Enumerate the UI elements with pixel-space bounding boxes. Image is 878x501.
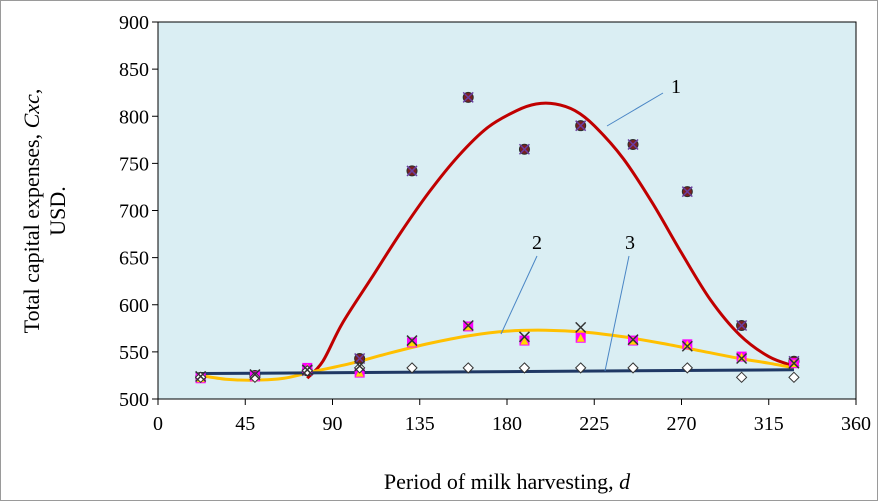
- y-tick-label: 650: [119, 248, 149, 270]
- fit-curve-1: [306, 101, 795, 380]
- data-point-2-9-tri: [683, 340, 692, 349]
- y-tick-label: 900: [119, 12, 149, 34]
- callout-leader-2: [500, 255, 538, 335]
- data-point-2-4-tri: [407, 338, 416, 347]
- x-tick-label: 360: [841, 413, 871, 435]
- callout-leader-3: [604, 255, 630, 372]
- data-point-1-10-cross: [736, 319, 748, 332]
- x-tick-label: 270: [667, 413, 697, 435]
- y-tick-label: 500: [119, 389, 149, 411]
- data-point-3-5: [462, 362, 474, 374]
- x-axis-title: Period of milk harvesting, d: [384, 469, 631, 494]
- data-point-1-8-cross: [627, 138, 639, 151]
- data-point-x-9: [681, 340, 693, 352]
- y-tick-label: 550: [119, 342, 149, 364]
- x-tick-label: 45: [235, 413, 255, 435]
- data-point-3-6: [518, 362, 531, 374]
- y-tick-label: 600: [119, 295, 149, 317]
- data-point-3-9: [681, 362, 694, 374]
- x-tick-label: 180: [492, 413, 522, 435]
- data-point-x-8: [627, 334, 639, 346]
- data-point-3-10: [735, 371, 748, 384]
- callout-leader-1: [606, 92, 664, 127]
- data-point-1-4-cross: [406, 165, 418, 177]
- x-tick-label: 135: [405, 413, 435, 435]
- curve-label-1: 1: [671, 76, 681, 98]
- data-point-3-8: [627, 362, 639, 374]
- y-axis-title-line1: Total capital expenses, Cxc,: [19, 89, 44, 334]
- data-point-x-3: [354, 360, 366, 372]
- data-point-x-1: [249, 368, 261, 381]
- curve-label-2: 2: [532, 232, 542, 254]
- y-tick-label: 700: [119, 201, 149, 223]
- data-point-1-7-cross: [575, 120, 587, 132]
- plot-area: [157, 21, 857, 400]
- data-point-2-10-tri: [737, 352, 746, 361]
- data-point-2-6-tri: [520, 336, 529, 345]
- data-point-x-11: [788, 357, 800, 369]
- x-tick-label: 90: [323, 413, 343, 435]
- x-tick-label: 225: [579, 413, 609, 435]
- y-tick-label: 800: [119, 106, 149, 128]
- data-point-1-5-cross: [462, 91, 474, 103]
- data-point-x-4: [406, 335, 418, 347]
- fit-curve-2: [200, 328, 795, 382]
- data-point-x-7: [575, 321, 587, 333]
- data-point-2-7-tri: [576, 333, 585, 342]
- data-point-3-4: [406, 362, 418, 374]
- data-point-x-5: [462, 319, 474, 332]
- curve-label-3: 3: [625, 232, 635, 254]
- data-point-1-9-cross: [681, 186, 693, 198]
- data-point-x-10: [736, 352, 748, 365]
- data-point-3-11: [788, 371, 800, 384]
- fit-curve-3: [200, 368, 794, 376]
- y-axis-title-line2: USD.: [45, 186, 70, 236]
- data-point-3-3: [353, 362, 366, 374]
- x-tick-label: 0: [153, 413, 163, 435]
- data-point-3-7: [574, 362, 587, 374]
- y-tick-label: 750: [119, 153, 149, 175]
- data-point-1-6-cross: [518, 143, 530, 155]
- x-tick-label: 315: [754, 413, 784, 435]
- data-point-x-0: [195, 370, 207, 382]
- data-point-x-6: [518, 331, 530, 343]
- data-point-3-1: [249, 371, 261, 384]
- data-point-x-2: [301, 364, 313, 376]
- y-tick-label: 850: [119, 59, 149, 81]
